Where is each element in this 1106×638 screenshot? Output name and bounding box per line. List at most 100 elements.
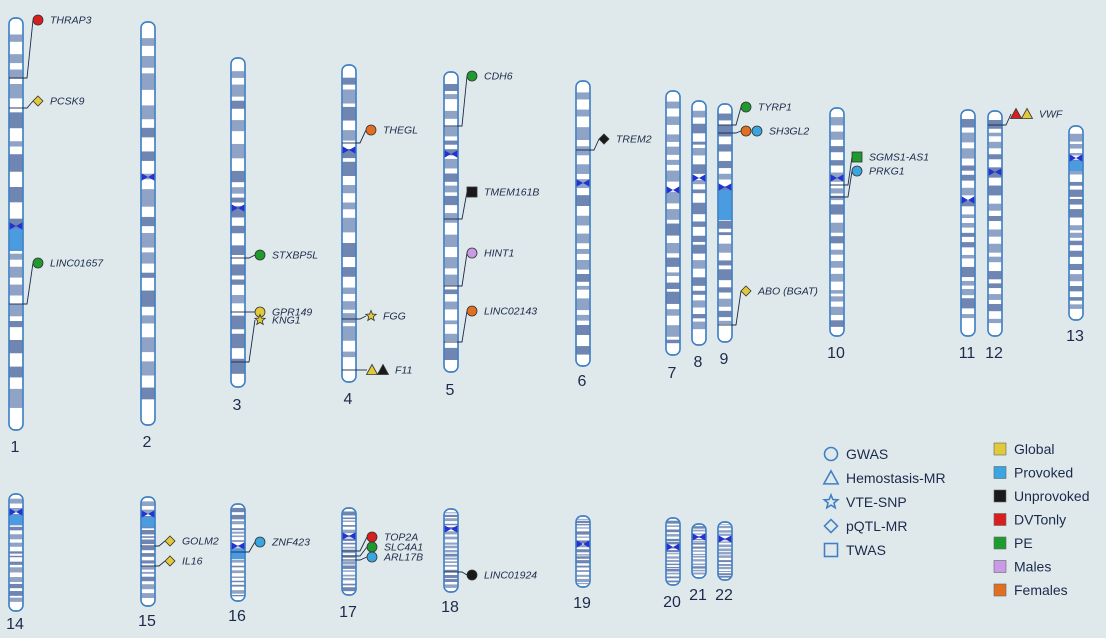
chromosome-label: 8: [694, 354, 703, 371]
triangle-marker: [1009, 107, 1023, 119]
triangle-marker: [1020, 107, 1034, 119]
chromosome-bands: [692, 526, 706, 575]
leader-line: [155, 560, 166, 567]
legend-label: PE: [1014, 535, 1033, 551]
gene-annotation: HINT1: [444, 248, 514, 287]
legend-label: VTE-SNP: [846, 494, 907, 510]
centromere: [692, 533, 706, 541]
leader-line: [458, 571, 468, 576]
gene-label: PCSK9: [50, 96, 85, 108]
leader-line: [356, 556, 368, 561]
gene-label: KNG1: [272, 315, 301, 327]
chromosome-17: 17: [339, 507, 357, 621]
legend-label: Provoked: [1014, 465, 1073, 481]
chromosome-6: 6: [575, 80, 591, 390]
diamond-marker: [32, 95, 44, 107]
legend-label: pQTL-MR: [846, 518, 907, 534]
circle-marker: [32, 257, 44, 269]
gene-label: TOP2A: [384, 532, 418, 544]
chromosome-bands: [988, 120, 1002, 324]
circle-marker: [366, 541, 378, 553]
centromere: [576, 540, 590, 548]
square-marker: [823, 542, 839, 558]
chromosome-21: 21: [689, 523, 707, 604]
gene-label: THEGL: [383, 125, 418, 137]
leader-line: [732, 290, 742, 326]
circle-marker: [466, 305, 478, 317]
chromosome-14: 14: [6, 493, 24, 633]
centromere: [141, 510, 155, 518]
circle-marker: [466, 247, 478, 259]
diamond-marker: [164, 535, 176, 547]
gene-label: SLC4A1: [384, 542, 423, 554]
legend-swatch: [993, 583, 1007, 597]
gene-annotation: FGG: [342, 309, 406, 323]
chromosome-15: 15: [138, 496, 156, 630]
gene-label: SH3GL2: [769, 126, 809, 138]
leader-line: [590, 138, 600, 151]
diamond-marker: [164, 555, 176, 567]
legend-swatch: [993, 513, 1007, 526]
gene-label: TREM2: [616, 134, 652, 146]
chromosome-label: 20: [663, 594, 681, 611]
gene-annotation: PRKG1: [830, 166, 905, 198]
legend-item-males: Males: [993, 559, 1051, 575]
gene-label: STXBP5L: [272, 250, 318, 262]
gene-label: SGMS1-AS1: [869, 152, 929, 164]
diamond-marker: [740, 285, 752, 297]
triangle-marker: [365, 363, 379, 375]
centromere: [444, 150, 458, 158]
legend-groups: Global Provoked Unprovoked DVTonly PE Males Fe…: [993, 441, 1090, 598]
chromosome-label: 16: [228, 608, 246, 625]
chromosome-bands: [666, 520, 680, 583]
chromosome-label: 21: [689, 587, 707, 604]
gene-annotation: SH3GL2: [718, 126, 809, 138]
chromosome-label: 6: [578, 373, 587, 390]
leader-line: [458, 252, 468, 287]
circle-marker: [254, 536, 266, 548]
gene-label: ARL17B: [383, 552, 423, 564]
chromosome-label: 2: [143, 434, 152, 451]
chromosome-bands: [718, 524, 732, 578]
gene-annotation: THRAP3: [9, 15, 92, 79]
circle-marker: [823, 446, 839, 462]
centromere: [342, 532, 356, 540]
centromere: [830, 174, 844, 182]
star-marker: [822, 492, 840, 510]
leader-line: [458, 75, 468, 127]
legend-item-pe: PE: [993, 535, 1033, 551]
gene-annotation: CDH6: [444, 71, 513, 127]
legend-item-vte-snp: VTE-SNP: [822, 492, 907, 510]
gene-label: GOLM2: [182, 536, 219, 548]
gene-label: LINC01924: [484, 570, 537, 582]
legend-item-pqtl-mr: pQTL-MR: [823, 518, 907, 534]
legend-label: GWAS: [846, 446, 888, 462]
circle-marker: [32, 14, 44, 26]
chromosome-bands: [444, 84, 458, 360]
chromosome-bands: [666, 101, 680, 344]
gene-annotation: TOP2A: [342, 532, 418, 552]
circle-marker: [366, 551, 378, 563]
chromosome-7: 7: [665, 90, 681, 382]
leader-line: [356, 129, 367, 144]
chromosome-20: 20: [663, 517, 681, 611]
centromere: [9, 508, 23, 516]
legend-swatch: [993, 442, 1007, 456]
chromosome-16: 16: [228, 503, 246, 625]
gene-annotation: TMEM161B: [444, 187, 539, 220]
gene-annotation: LINC01924: [444, 570, 537, 582]
gene-annotation: LINC02143: [444, 306, 537, 343]
chromosome-bands: [141, 38, 155, 400]
triangle-marker: [822, 469, 840, 485]
chromosome-label: 5: [446, 382, 455, 399]
leader-line: [356, 546, 368, 557]
legend-item-twas: TWAS: [823, 542, 886, 558]
chromosome-label: 3: [233, 397, 242, 414]
legend-label: Global: [1014, 441, 1054, 457]
chromosome-bands: [444, 512, 458, 588]
gene-label: ABO (BGAT): [757, 286, 818, 298]
centromere: [692, 174, 706, 182]
chromosome-bands: [342, 77, 356, 358]
